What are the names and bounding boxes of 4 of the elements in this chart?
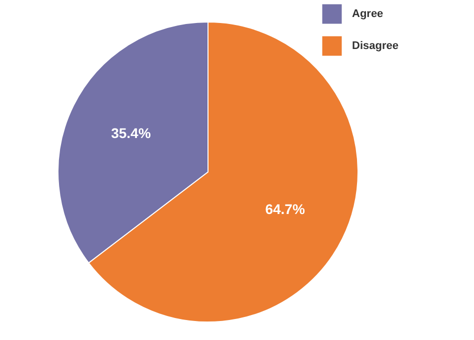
data-label: 64.7% — [265, 201, 306, 218]
legend-label: Agree — [352, 8, 384, 20]
data-label: 35.4% — [111, 124, 152, 141]
legend-label: Disagree — [352, 40, 398, 52]
